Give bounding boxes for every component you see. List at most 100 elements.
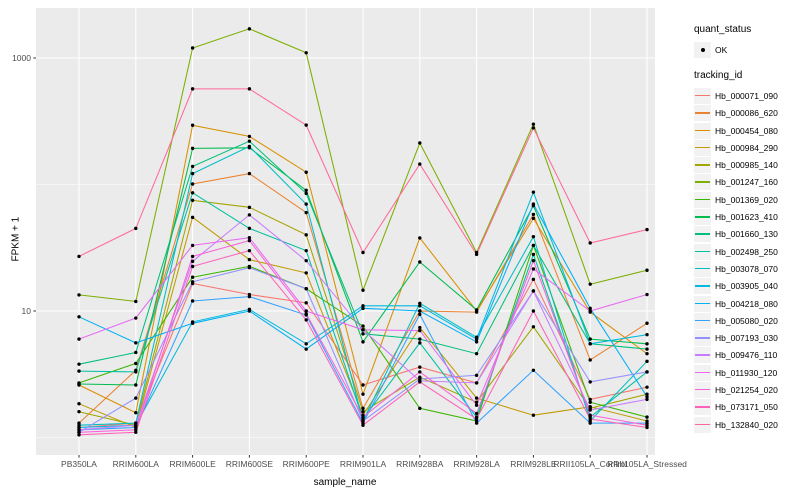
legend-entry-label: Hb_073171_050 [715, 402, 778, 413]
legend: quant_status OK tracking_id Hb_000071_09… [690, 24, 800, 445]
legend-key-icon [694, 139, 711, 156]
data-point-Hb_001660_130 [645, 347, 649, 351]
data-point-Hb_003078_070 [645, 359, 649, 364]
legend-entry-label: Hb_003078_070 [715, 263, 778, 274]
legend-ok-row: OK [690, 41, 800, 58]
legend-entry-Hb_005080_020: Hb_005080_020 [690, 312, 800, 329]
data-point-Hb_073171_050 [418, 380, 422, 384]
legend-line-swatch [695, 267, 710, 270]
legend-entry-label: Hb_000985_140 [715, 160, 778, 171]
data-point-Hb_000086_620 [190, 182, 195, 186]
legend-line-swatch [695, 337, 710, 339]
data-point-Hb_002498_250 [418, 341, 422, 345]
data-point-Hb_000985_140 [247, 205, 252, 210]
legend-entry-Hb_001369_020: Hb_001369_020 [690, 191, 800, 208]
data-point-Hb_021254_020 [247, 238, 252, 243]
legend-line-swatch [695, 250, 710, 253]
legend-key-icon [694, 381, 711, 398]
data-point-Hb_000086_620 [588, 358, 592, 362]
data-point-Hb_132840_020 [531, 126, 536, 130]
data-point-Hb_009476_110 [134, 423, 138, 427]
legend-line-swatch [695, 129, 710, 132]
data-point-Hb_002498_250 [190, 191, 195, 195]
data-point-Hb_073171_050 [304, 318, 308, 322]
data-point-Hb_003078_070 [247, 144, 252, 149]
data-point-Hb_004218_080 [418, 309, 422, 313]
x-tick-label: RRIM600PE [283, 459, 331, 469]
legend-tracking-title: tracking_id [694, 70, 743, 82]
legend-entry-Hb_001247_160: Hb_001247_160 [690, 174, 800, 191]
data-point-Hb_001247_160 [247, 27, 252, 31]
data-point-Hb_000454_080 [247, 134, 252, 139]
data-point-Hb_000984_290 [247, 257, 252, 262]
data-point-Hb_001623_410 [474, 308, 479, 312]
data-point-Hb_000086_620 [531, 212, 536, 217]
legend-entry-Hb_073171_050: Hb_073171_050 [690, 399, 800, 416]
x-tick-label: RRIM928BA [396, 459, 444, 469]
legend-entry-label: Hb_002498_250 [715, 246, 778, 257]
data-point-Hb_002498_250 [304, 248, 308, 253]
data-point-Hb_000985_140 [531, 325, 536, 329]
data-point-Hb_000071_090 [361, 383, 365, 387]
x-tick-label: RRIM928LE [510, 459, 557, 469]
data-point-Hb_001623_410 [190, 146, 195, 151]
data-point-Hb_001247_160 [134, 299, 138, 304]
legend-line-swatch [695, 423, 710, 426]
legend-entry-Hb_000984_290: Hb_000984_290 [690, 139, 800, 156]
data-point-Hb_001247_160 [361, 288, 365, 292]
data-point-Hb_000454_080 [418, 236, 422, 240]
legend-key-icon [694, 122, 711, 139]
legend-entry-Hb_000086_620: Hb_000086_620 [690, 105, 800, 122]
data-point-Hb_073171_050 [588, 417, 592, 421]
legend-entry-Hb_003078_070: Hb_003078_070 [690, 260, 800, 277]
data-point-Hb_003078_070 [418, 301, 422, 306]
legend-line-swatch [695, 216, 710, 218]
legend-line-swatch [695, 406, 710, 408]
data-point-Hb_001369_020 [588, 400, 592, 404]
data-point-Hb_004218_080 [645, 395, 649, 399]
data-point-Hb_005080_020 [247, 294, 252, 299]
data-point-Hb_000984_290 [304, 271, 308, 275]
data-point-Hb_011930_120 [77, 337, 81, 341]
data-point-Hb_011930_120 [134, 316, 138, 320]
data-point-Hb_000984_290 [418, 325, 422, 330]
data-point-Hb_004218_080 [588, 306, 592, 311]
data-point-Hb_000086_620 [361, 406, 365, 411]
data-point-Hb_011930_120 [531, 267, 536, 271]
data-point-Hb_000086_620 [247, 171, 252, 176]
legend-entry-Hb_000454_080: Hb_000454_080 [690, 122, 800, 139]
data-point-Hb_003905_040 [77, 425, 81, 430]
legend-ok-key [694, 41, 711, 58]
data-point-Hb_132840_020 [247, 87, 252, 91]
x-tick-label: PB350LA [61, 459, 97, 469]
data-point-Hb_132840_020 [190, 87, 195, 91]
x-tick-label: RRII105LA_Control [553, 459, 627, 469]
data-point-Hb_000086_620 [304, 210, 308, 215]
point-symbol-icon [700, 47, 705, 52]
legend-entry-Hb_001660_130: Hb_001660_130 [690, 226, 800, 243]
data-point-Hb_000071_090 [531, 277, 536, 282]
data-point-Hb_000454_080 [134, 411, 138, 415]
data-point-Hb_007193_030 [190, 280, 195, 284]
legend-entry-label: Hb_000086_620 [715, 108, 778, 119]
data-point-Hb_011930_120 [247, 235, 252, 240]
data-point-Hb_001660_130 [531, 243, 536, 248]
data-point-Hb_021254_020 [361, 415, 365, 419]
data-point-Hb_003905_040 [588, 342, 592, 346]
data-point-Hb_001660_130 [190, 164, 195, 169]
data-point-Hb_002498_250 [134, 370, 138, 374]
data-point-Hb_003905_040 [418, 304, 422, 308]
data-point-Hb_000985_140 [304, 233, 308, 237]
data-point-Hb_007193_030 [304, 287, 308, 291]
x-tick-label: RRIM600SE [226, 459, 274, 469]
data-point-Hb_009476_110 [77, 428, 81, 432]
legend-line-swatch [695, 302, 710, 304]
data-point-Hb_001623_410 [418, 260, 422, 264]
legend-entry-Hb_007193_030: Hb_007193_030 [690, 329, 800, 347]
legend-entry-label: Hb_001623_410 [715, 212, 778, 223]
legend-entry-label: Hb_021254_020 [715, 384, 778, 395]
data-point-Hb_011930_120 [190, 243, 195, 248]
data-point-Hb_132840_020 [474, 252, 479, 257]
data-point-Hb_007193_030 [588, 380, 592, 384]
data-point-Hb_009476_110 [247, 213, 252, 217]
